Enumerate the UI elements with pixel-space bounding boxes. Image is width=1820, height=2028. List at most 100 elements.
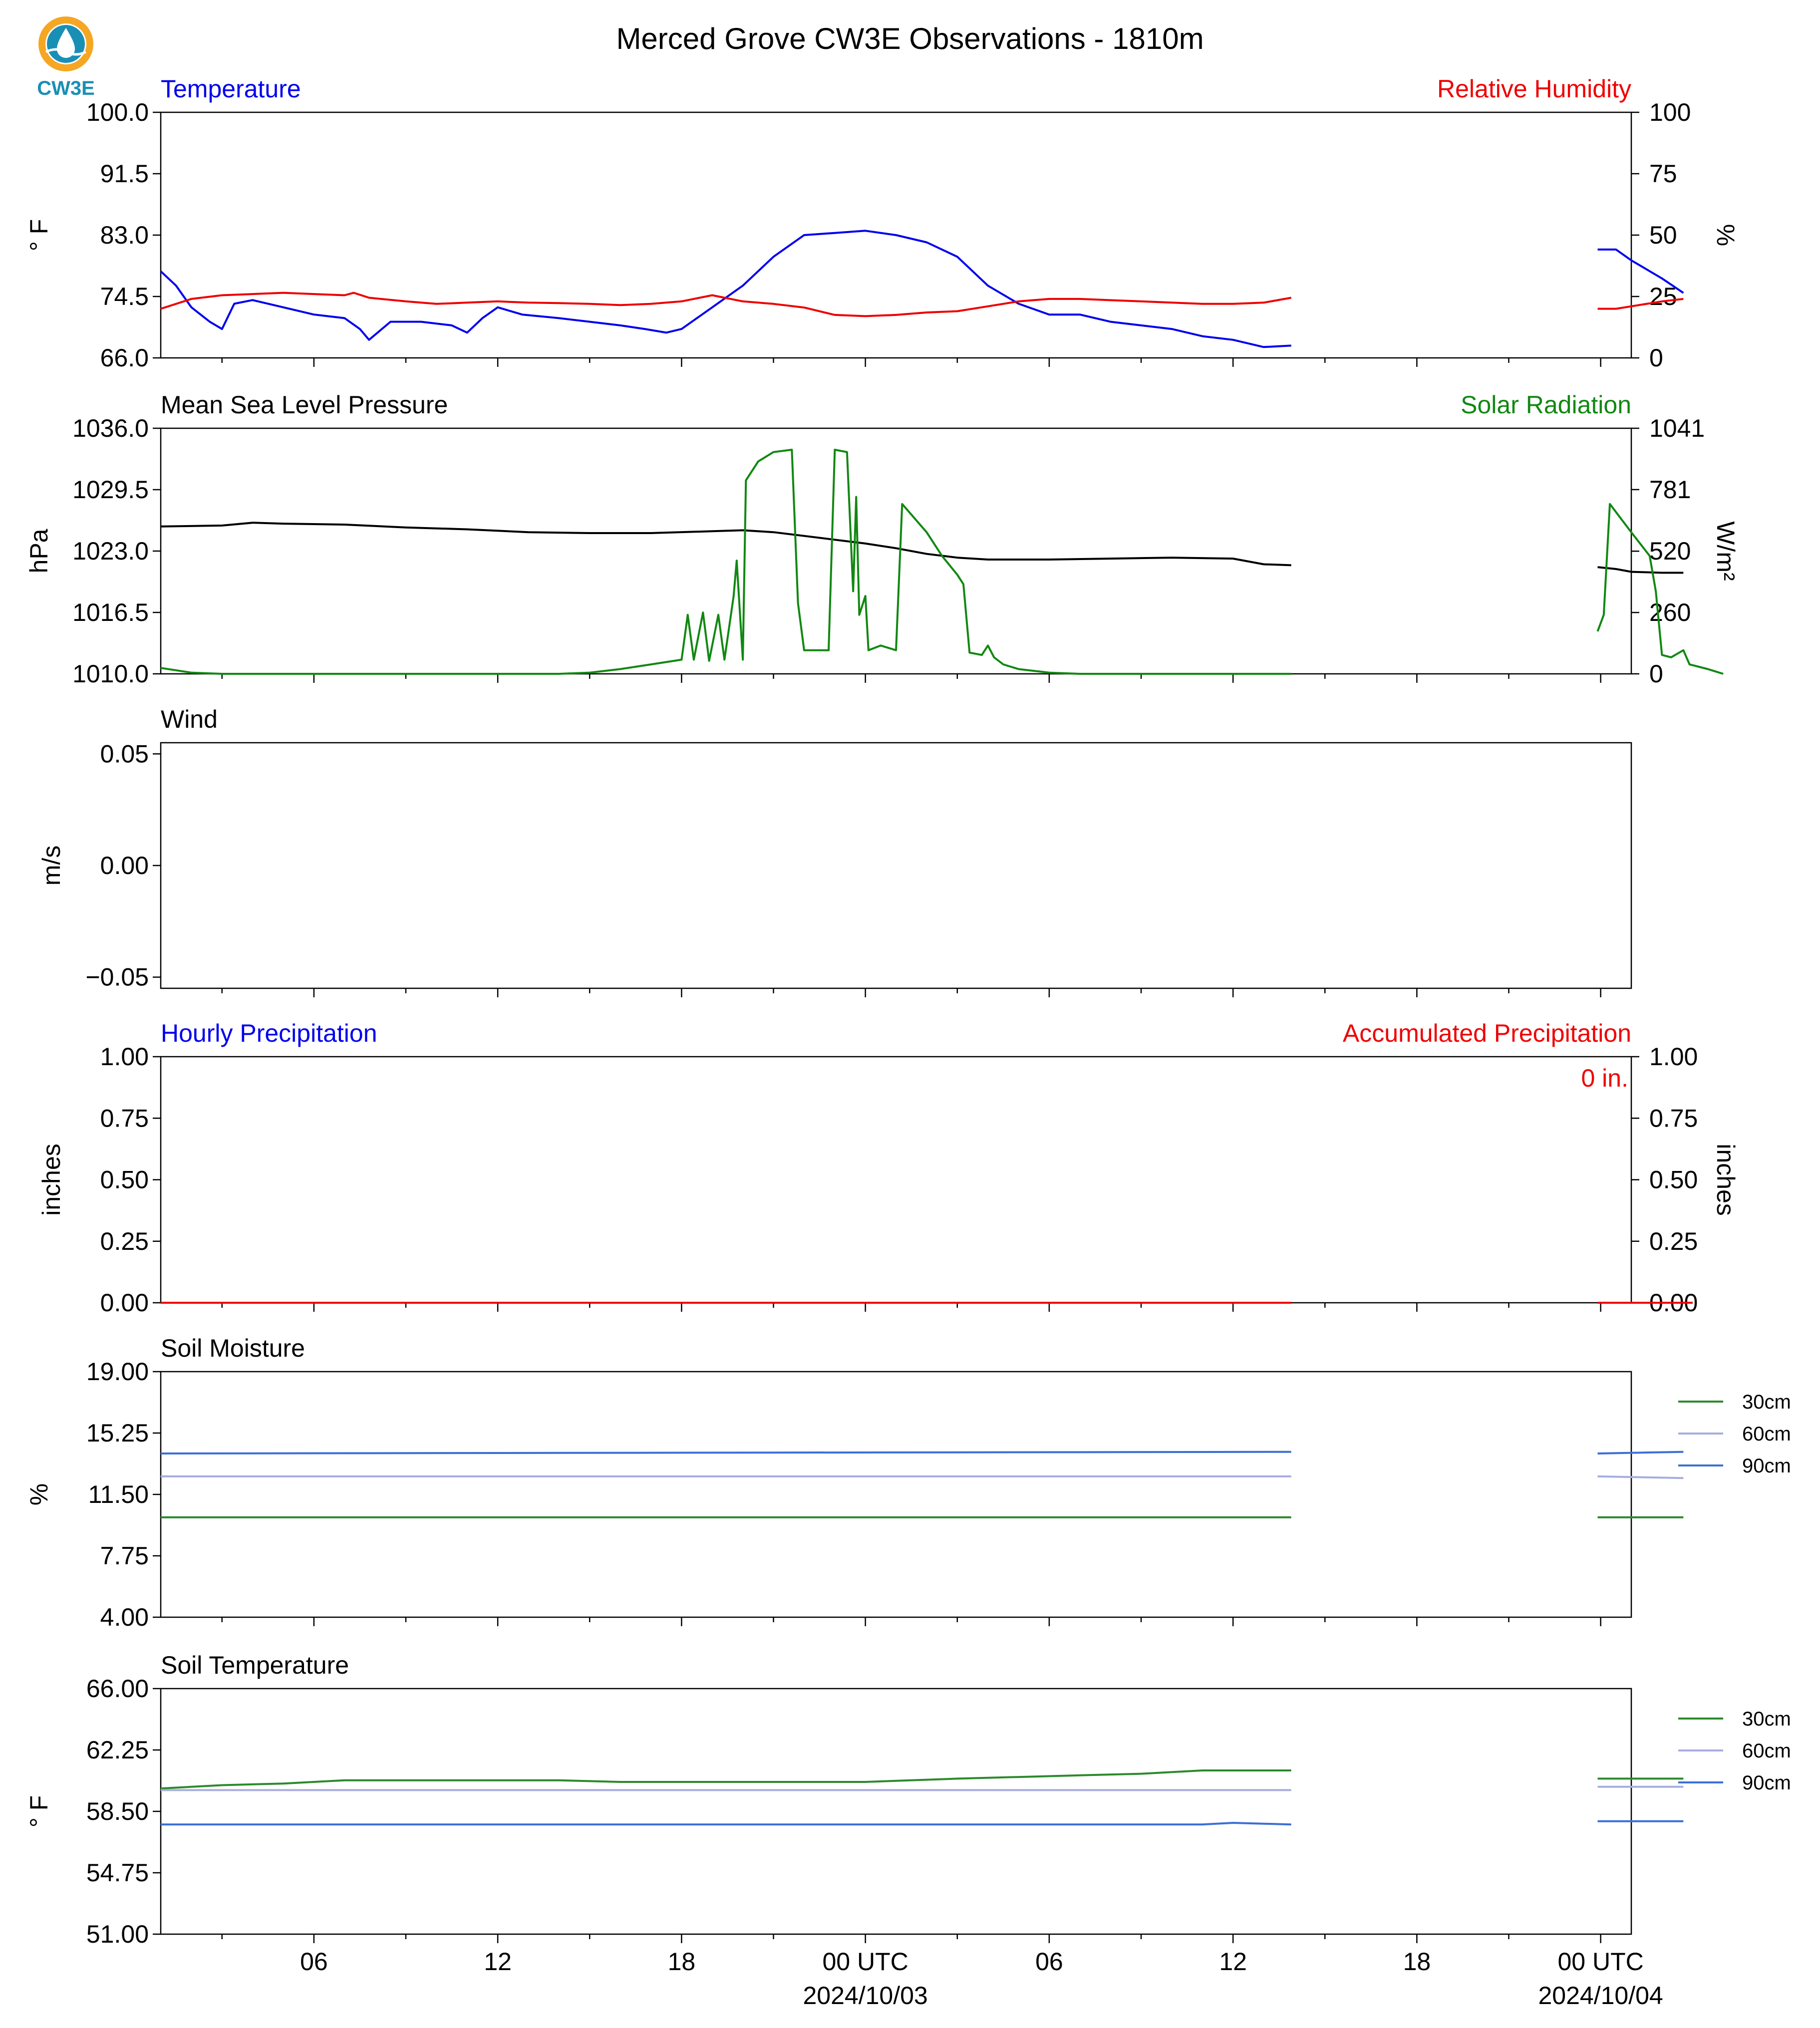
y-tick-label-left: 1023.0	[72, 537, 149, 565]
series-line-relative-humidity	[1597, 297, 1684, 310]
y-tick-label-right: 75	[1649, 160, 1677, 188]
plot-frame	[160, 1056, 1632, 1304]
logo-wave	[45, 48, 87, 56]
y-axis-unit-left: ° F	[25, 1795, 53, 1827]
series-line-90cm	[161, 1822, 1291, 1826]
series-line-90cm	[160, 1450, 1291, 1454]
y-tick-label-right: 0	[1649, 660, 1663, 688]
y-tick-label-left: −0.05	[85, 963, 149, 991]
chart-title: Merced Grove CW3E Observations - 1810m	[616, 22, 1204, 55]
series-line-relative-humidity	[160, 291, 1292, 317]
x-axis-labels: 06 12 18 00 UTC 06 12 18 00 UTC 2024/10/03 2024/1…	[300, 1948, 1663, 2010]
legend-label: 90cm	[1742, 1455, 1791, 1477]
panel-title-left: Wind	[161, 705, 218, 733]
logo-ring	[38, 16, 93, 71]
y-tick-label-left: 0.05	[100, 740, 149, 768]
legend: 30cm 60cm 90cm	[1678, 1391, 1791, 1477]
y-tick-label-left: 66.00	[86, 1675, 149, 1703]
legend-label: 60cm	[1742, 1423, 1791, 1445]
panel-title-left: Soil Moisture	[161, 1334, 305, 1362]
accumulated-total-label: 0 in.	[1581, 1064, 1628, 1092]
x-tick-label: 00 UTC	[822, 1948, 908, 1976]
y-tick-label-left: 1.00	[100, 1043, 149, 1071]
y-tick-label-left: 100.0	[86, 98, 149, 126]
y-tick-label-left: 51.00	[86, 1920, 149, 1948]
x-tick-label: 18	[668, 1948, 696, 1976]
series-line-mean-sea-level-pressure	[1597, 566, 1684, 574]
y-axis-unit-left: m/s	[37, 846, 65, 886]
panel-title-left: Soil Temperature	[161, 1651, 349, 1679]
y-axis-unit-left: ° F	[25, 219, 53, 251]
series-line-temperature	[160, 230, 1291, 348]
logo-text: CW3E	[37, 77, 95, 99]
y-tick-label-left: 83.0	[100, 221, 149, 249]
y-tick-label-right: 100	[1649, 98, 1691, 126]
series-line-solar-radiation	[1596, 503, 1724, 675]
series-line-30cm	[160, 1769, 1291, 1790]
y-tick-label-right: 1.00	[1649, 1043, 1698, 1071]
y-tick-label-left: 1016.5	[72, 598, 149, 626]
series-line-mean-sea-level-pressure	[160, 522, 1291, 567]
y-tick-label-right: 50	[1649, 221, 1677, 249]
y-tick-label-right: 781	[1649, 476, 1691, 504]
y-tick-label-left: 4.00	[100, 1603, 149, 1631]
panel-temperature: Temperature Relative Humidity 66.0 74.5 83.0…	[25, 75, 1740, 372]
panel-title-right: Solar Radiation	[1461, 391, 1631, 419]
y-tick-label-right: 0.50	[1649, 1166, 1698, 1194]
x-tick-label: 18	[1403, 1948, 1431, 1976]
series-line-temperature	[1597, 248, 1684, 294]
y-tick-label-left: 0.50	[100, 1166, 149, 1194]
panel-title-right: Relative Humidity	[1437, 75, 1631, 103]
legend-label: 90cm	[1742, 1772, 1791, 1794]
panel-title-left: Temperature	[161, 75, 301, 103]
panels: Temperature Relative Humidity 66.0 74.5 83.0…	[25, 75, 1791, 1948]
y-tick-label-right: 25	[1649, 283, 1677, 310]
y-axis-unit-right: inches	[1712, 1144, 1740, 1216]
x-tick-label: 12	[484, 1948, 512, 1976]
y-tick-label-left: 1010.0	[72, 660, 149, 688]
y-tick-label-right: 1041	[1649, 414, 1705, 442]
y-tick-label-left: 0.25	[100, 1227, 149, 1255]
plot-frame	[160, 1371, 1632, 1618]
y-tick-label-left: 15.25	[86, 1419, 149, 1447]
y-tick-label-right: 260	[1649, 598, 1691, 626]
series-line-60cm	[1597, 1475, 1684, 1479]
y-tick-label-left: 0.00	[100, 1289, 149, 1317]
panel-title-left: Mean Sea Level Pressure	[161, 391, 448, 419]
y-axis-unit-left: hPa	[25, 529, 53, 573]
x-date-label: 2024/10/04	[1538, 1982, 1663, 2010]
legend-label: 30cm	[1742, 1391, 1791, 1413]
y-axis-unit-left: %	[25, 1483, 53, 1505]
y-tick-label-left: 66.0	[100, 344, 149, 372]
y-tick-label-right: 0.75	[1649, 1104, 1698, 1132]
series-line-solar-radiation	[160, 449, 1291, 675]
x-tick-label: 12	[1219, 1948, 1247, 1976]
legend-label: 30cm	[1742, 1708, 1791, 1730]
y-tick-label-left: 0.75	[100, 1104, 149, 1132]
y-tick-label-left: 1029.5	[72, 476, 149, 504]
y-tick-label-left: 19.00	[86, 1358, 149, 1386]
legend: 30cm 60cm 90cm	[1678, 1708, 1791, 1794]
y-tick-label-left: 54.75	[86, 1859, 149, 1887]
panel-soil-temperature: Soil Temperature 51.00 54.75 58.50 62.25 66.0…	[25, 1651, 1791, 1948]
plot-frame	[160, 1688, 1632, 1935]
y-tick-label-left: 58.50	[86, 1797, 149, 1825]
panel-soil-moisture: Soil Moisture 4.00 7.75 11.50 15.25 19.00% 30c…	[25, 1334, 1791, 1631]
y-axis-unit-right: W/m²	[1712, 521, 1740, 580]
y-tick-label-left: 1036.0	[72, 414, 149, 442]
legend-label: 60cm	[1742, 1740, 1791, 1762]
x-tick-label: 00 UTC	[1557, 1948, 1643, 1976]
y-tick-label-left: 11.50	[88, 1480, 149, 1508]
panel-wind: Wind −0.05 0.00 0.05 m/s	[37, 705, 1632, 997]
panel-title-right: Accumulated Precipitation	[1343, 1019, 1631, 1047]
y-tick-label-right: 0	[1649, 344, 1663, 372]
panel-precip: Hourly Precipitation Accumulated Precipit…	[37, 1019, 1740, 1317]
panel-pressure: Mean Sea Level Pressure Solar Radiation 10…	[25, 391, 1740, 688]
y-tick-label-left: 74.5	[100, 283, 149, 310]
y-axis-unit-right: %	[1712, 224, 1740, 246]
cw3e-logo: CW3E	[37, 16, 95, 99]
y-tick-label-right: 520	[1649, 537, 1691, 565]
x-tick-label: 06	[1035, 1948, 1063, 1976]
plot-frame	[160, 742, 1632, 989]
